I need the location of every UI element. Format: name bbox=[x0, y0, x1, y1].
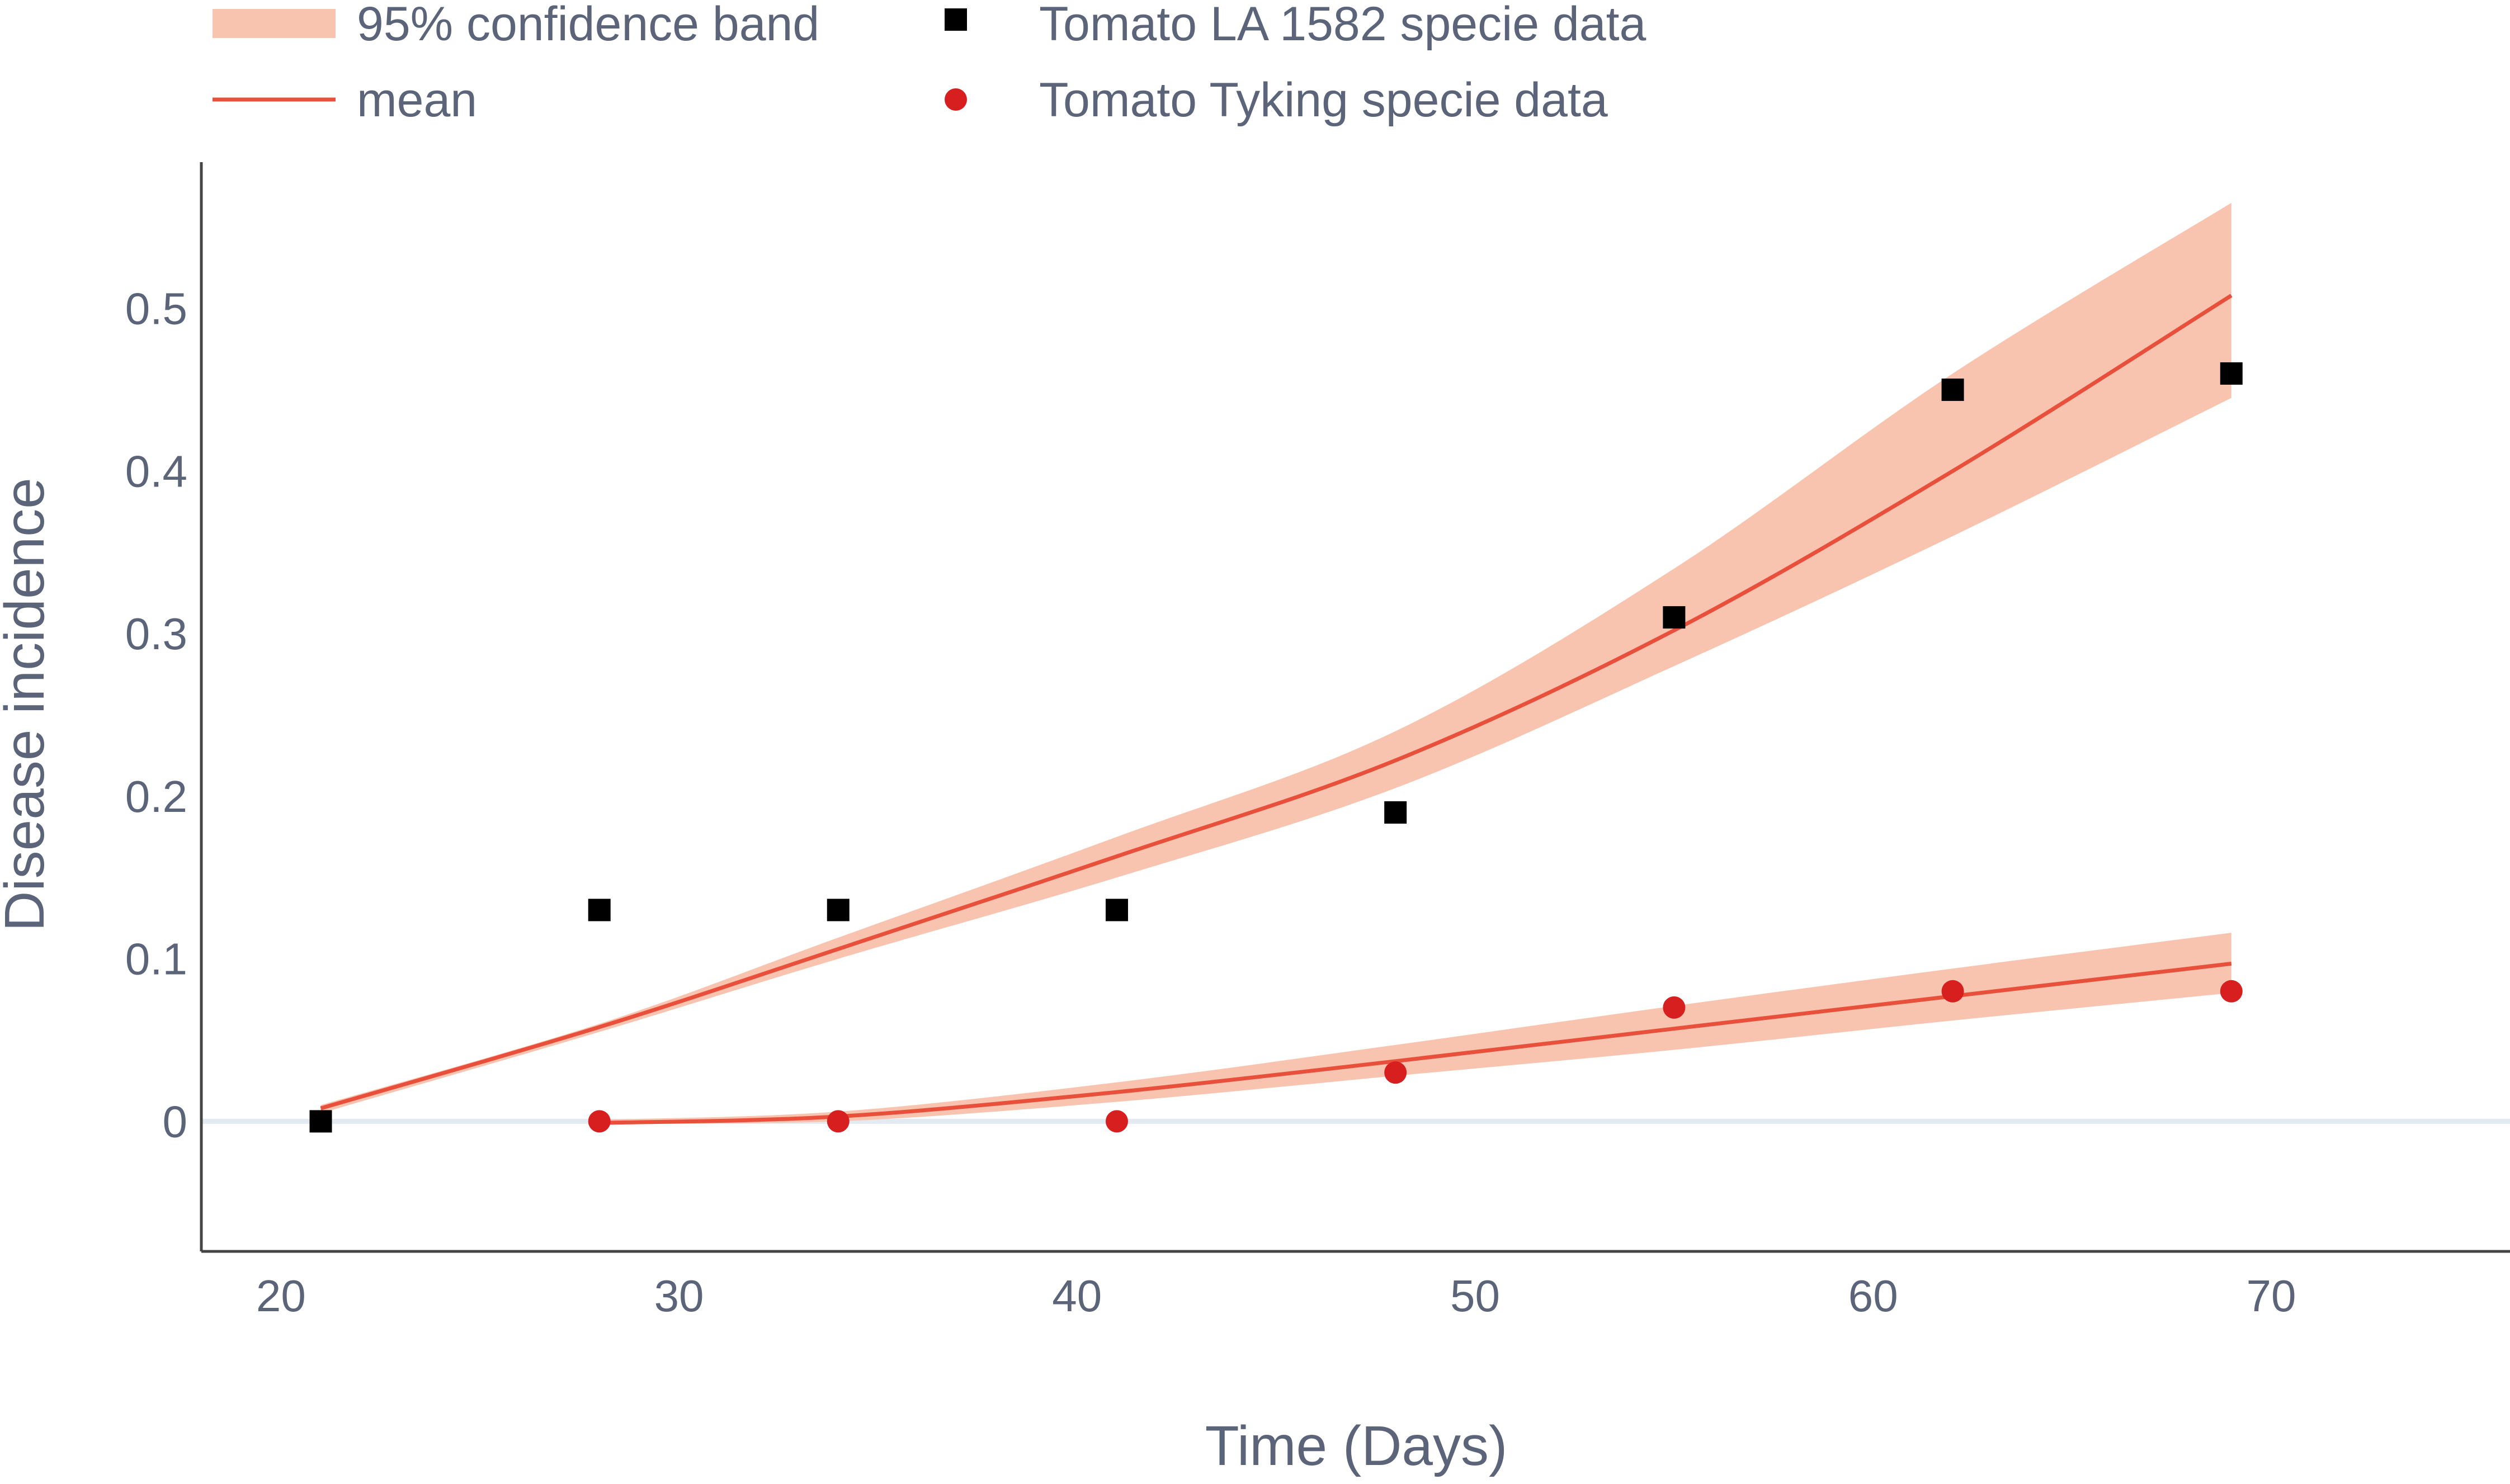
x-tick-label: 40 bbox=[1052, 1271, 1102, 1321]
y-tick-label: 0.4 bbox=[125, 446, 187, 496]
legend-tyking-marker bbox=[945, 88, 967, 111]
y-tick-label: 0.3 bbox=[125, 609, 187, 659]
x-tick-label: 30 bbox=[654, 1271, 704, 1321]
y-tick-label: 0 bbox=[163, 1097, 188, 1146]
tyking-point[interactable] bbox=[1384, 1061, 1407, 1084]
la1582-point[interactable] bbox=[1105, 899, 1128, 921]
la1582-point[interactable] bbox=[309, 1110, 332, 1133]
tyking-point[interactable] bbox=[588, 1110, 611, 1133]
legend-item-la1582[interactable]: Tomato LA 1582 specie data bbox=[945, 0, 1646, 51]
x-axis-ticks: 20 30 40 50 60 70 bbox=[256, 1271, 2296, 1321]
y-axis-ticks: 0 0.1 0.2 0.3 0.4 0.5 bbox=[125, 284, 187, 1147]
x-tick-label: 70 bbox=[2246, 1271, 2296, 1321]
legend-band-label: 95% confidence band bbox=[357, 0, 819, 51]
la1582-point[interactable] bbox=[1663, 606, 1686, 629]
tyking-point[interactable] bbox=[2220, 980, 2243, 1003]
y-tick-label: 0.2 bbox=[125, 772, 187, 821]
x-axis-title: Time (Days) bbox=[1205, 1415, 1508, 1477]
legend: 95% confidence band mean Tomato LA 1582 … bbox=[213, 0, 1646, 127]
confidence-band-1 bbox=[599, 933, 2231, 1124]
legend-tyking-label: Tomato Tyking specie data bbox=[1039, 73, 1608, 127]
legend-item-mean[interactable]: mean bbox=[213, 73, 477, 127]
tyking-point[interactable] bbox=[1663, 996, 1686, 1019]
x-tick-label: 20 bbox=[256, 1271, 306, 1321]
tyking-point[interactable] bbox=[1941, 980, 1964, 1003]
legend-item-tyking[interactable]: Tomato Tyking specie data bbox=[945, 73, 1608, 127]
y-axis-title: Disease incidence bbox=[0, 478, 56, 932]
tyking-point[interactable] bbox=[827, 1110, 850, 1133]
x-tick-label: 60 bbox=[1848, 1271, 1898, 1321]
legend-band-swatch bbox=[213, 9, 336, 38]
y-tick-label: 0.1 bbox=[125, 934, 187, 984]
tyking-point[interactable] bbox=[1105, 1110, 1128, 1133]
legend-la1582-label: Tomato LA 1582 specie data bbox=[1039, 0, 1646, 51]
y-tick-label: 0.5 bbox=[125, 284, 187, 334]
legend-item-band[interactable]: 95% confidence band bbox=[213, 0, 819, 51]
la1582-point[interactable] bbox=[2220, 362, 2243, 385]
la1582-point[interactable] bbox=[1384, 801, 1407, 824]
la1582-point[interactable] bbox=[827, 899, 850, 921]
la1582-point[interactable] bbox=[588, 899, 611, 921]
legend-mean-label: mean bbox=[357, 73, 477, 127]
data-markers bbox=[309, 362, 2243, 1133]
mean-line-0 bbox=[320, 294, 2233, 1110]
la1582-point[interactable] bbox=[1941, 379, 1964, 401]
x-tick-label: 50 bbox=[1450, 1271, 1500, 1321]
legend-la1582-marker bbox=[945, 8, 967, 31]
